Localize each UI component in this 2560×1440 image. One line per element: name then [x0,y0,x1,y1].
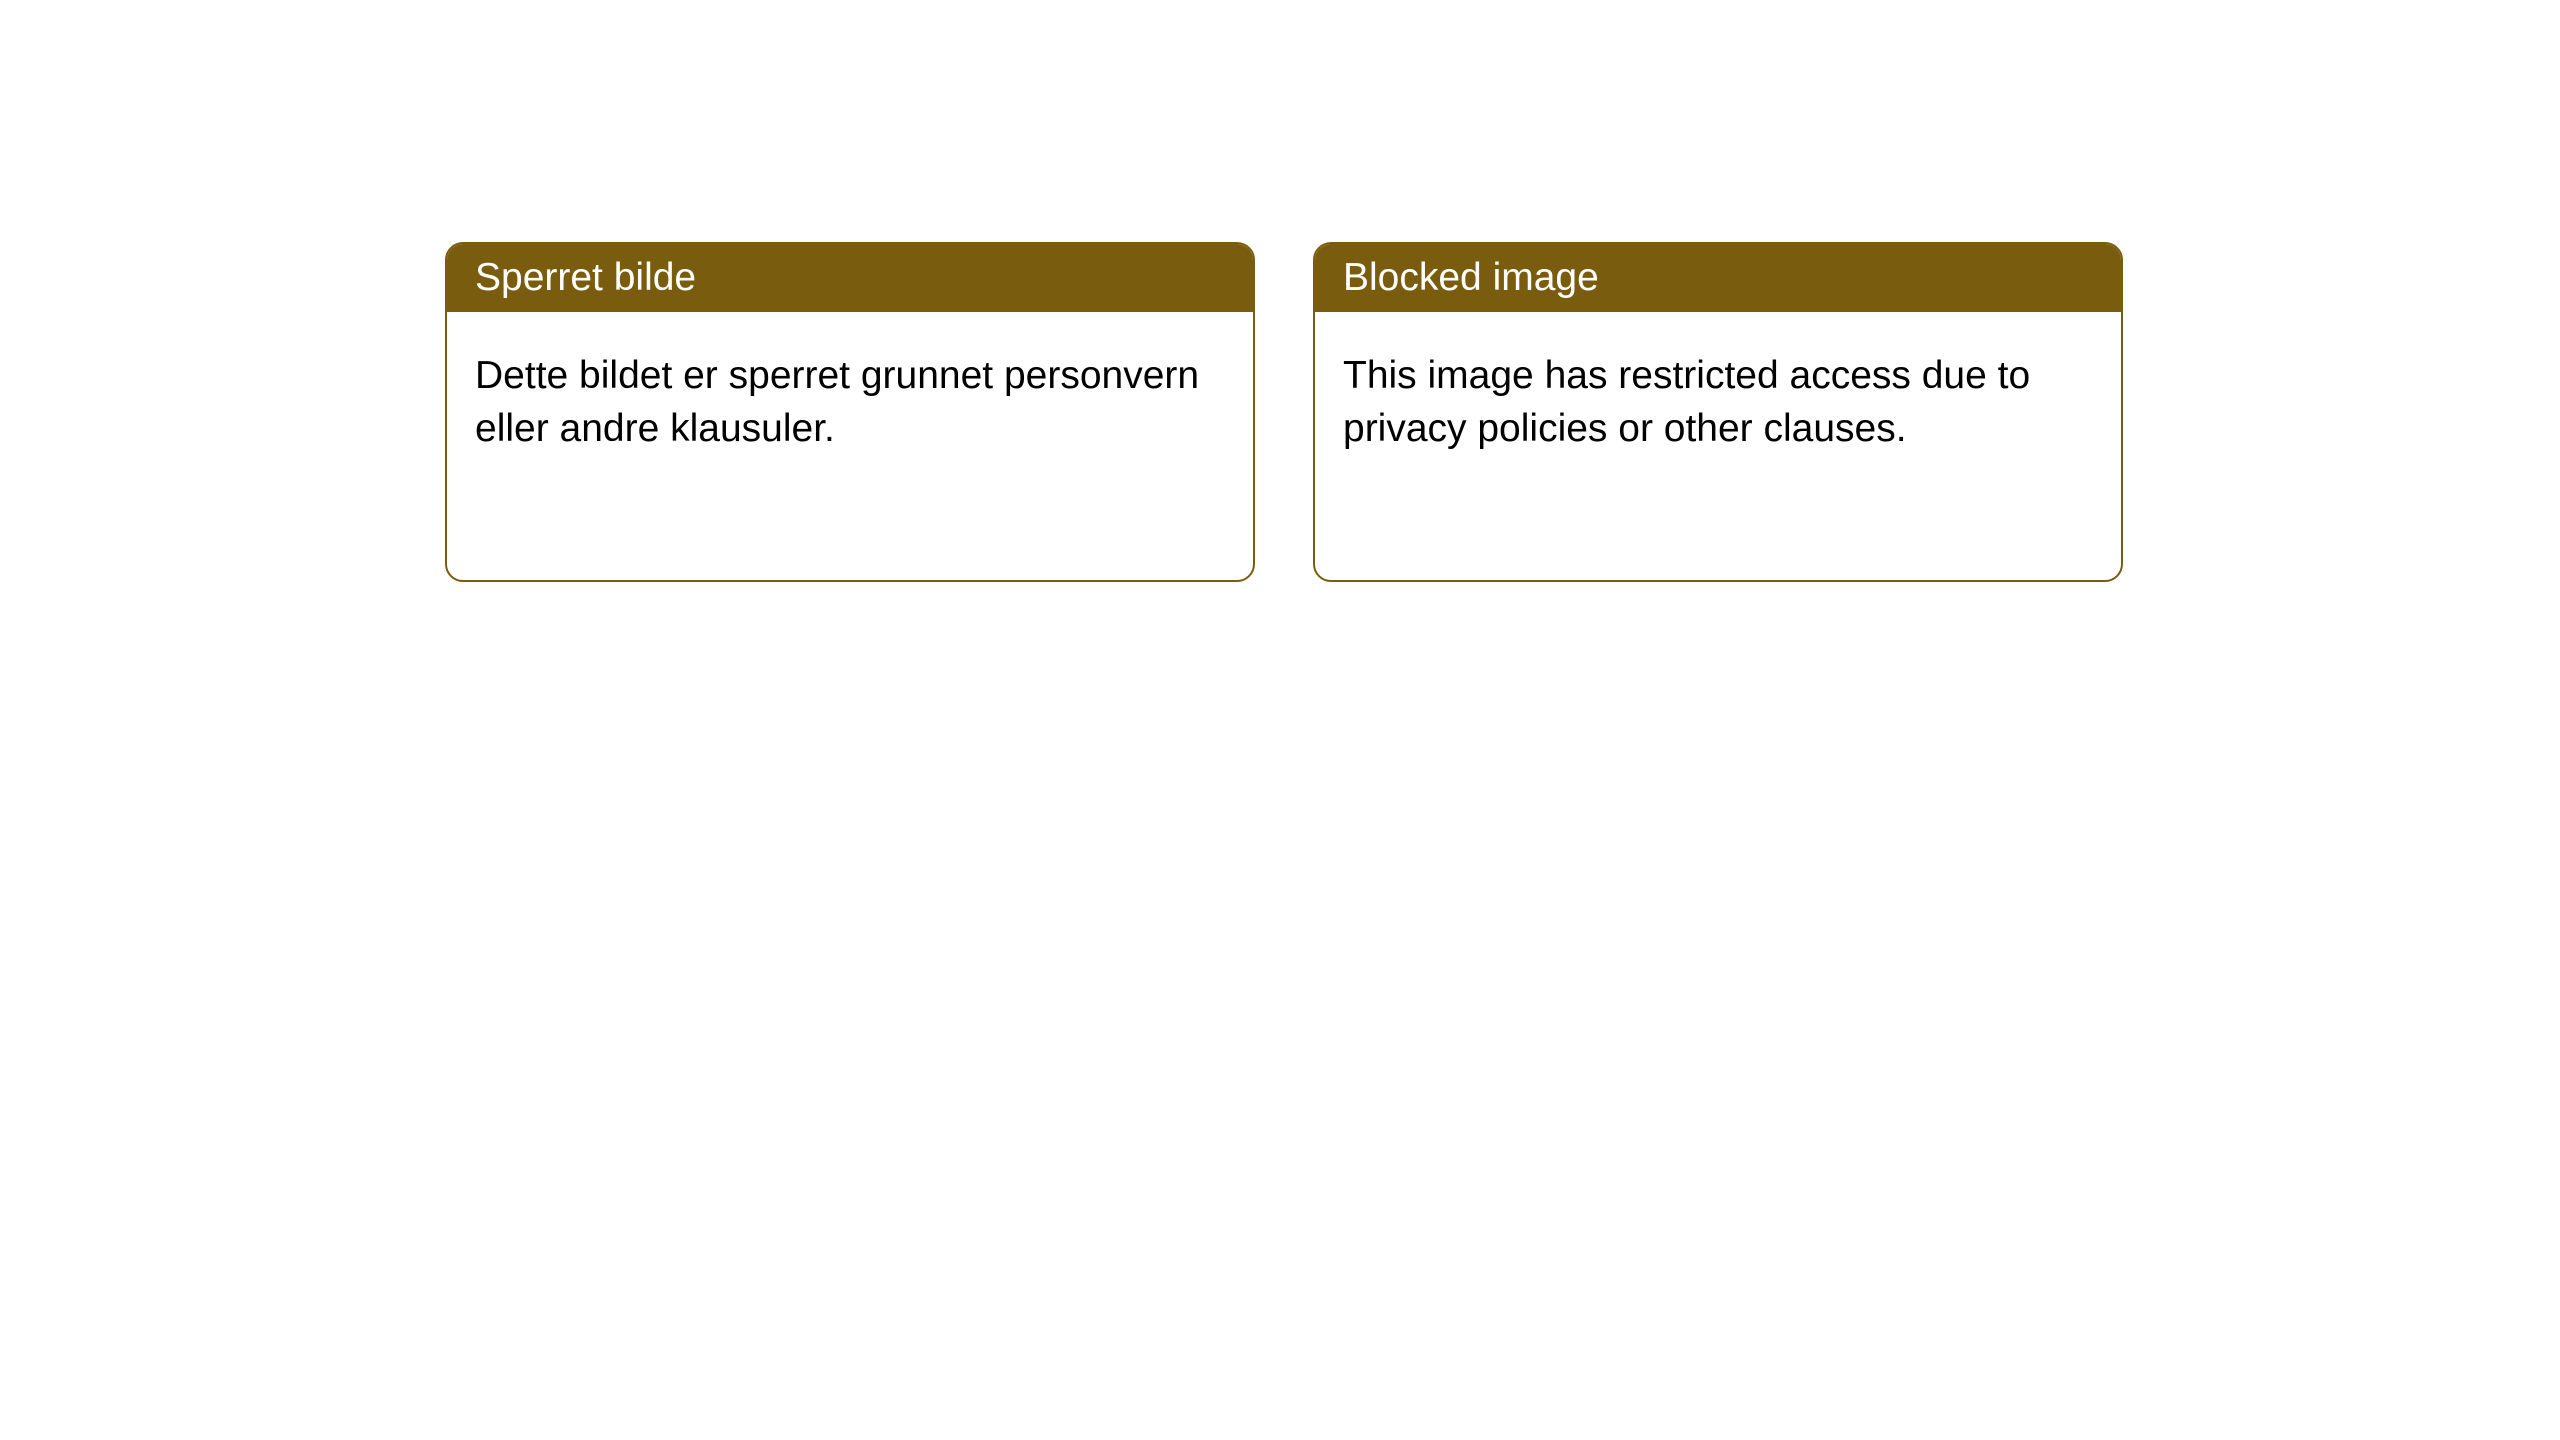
card-body: This image has restricted access due to … [1315,312,2121,493]
card-message: Dette bildet er sperret grunnet personve… [475,354,1199,450]
card-body: Dette bildet er sperret grunnet personve… [447,312,1253,493]
cards-container: Sperret bilde Dette bildet er sperret gr… [445,242,2123,582]
card-message: This image has restricted access due to … [1343,354,2030,450]
card-title: Sperret bilde [475,256,696,299]
card-title: Blocked image [1343,256,1599,299]
card-header: Sperret bilde [447,244,1253,312]
card-header: Blocked image [1315,244,2121,312]
blocked-image-card-english: Blocked image This image has restricted … [1313,242,2123,582]
blocked-image-card-norwegian: Sperret bilde Dette bildet er sperret gr… [445,242,1255,582]
